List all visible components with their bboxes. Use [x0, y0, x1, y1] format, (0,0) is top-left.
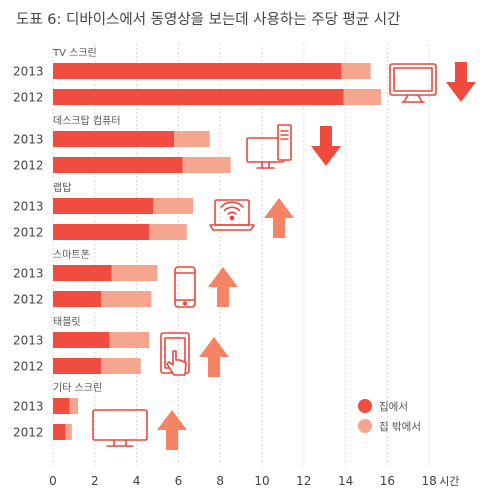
bar-away [101, 291, 152, 307]
year-label: 2012 [13, 293, 44, 307]
year-label: 2013 [13, 200, 44, 214]
bar-away [149, 224, 187, 240]
bar-away [343, 89, 382, 105]
bar-home [53, 198, 154, 214]
year-label: 2013 [13, 133, 44, 147]
year-label: 2012 [13, 159, 44, 173]
category-label: 기타 스크린 [53, 382, 102, 394]
legend-marker-home [358, 399, 372, 413]
category-label: 데스크탑 컴퓨터 [53, 115, 121, 127]
bar-home [53, 131, 175, 147]
x-axis-unit-label: 시간 [439, 475, 459, 488]
legend-label-away: 집 밖에서 [379, 421, 421, 433]
x-tick-label: 10 [254, 474, 269, 488]
year-label: 2013 [13, 400, 44, 414]
monitor-icon [92, 409, 148, 447]
arrow-down-icon [311, 126, 341, 166]
arrow-up-icon [157, 410, 187, 450]
arrow-down-icon [446, 62, 476, 102]
category-label: 랩탑 [53, 182, 71, 194]
year-label: 2013 [13, 267, 44, 281]
bar-home [53, 89, 344, 105]
x-tick-label: 2 [91, 474, 99, 488]
bar-home [53, 265, 112, 281]
bar-home [53, 398, 70, 414]
legend-marker-away [358, 419, 372, 433]
bar-home [53, 63, 342, 79]
bar-home [53, 424, 66, 440]
laptop-icon [209, 199, 255, 231]
bar-away [174, 131, 210, 147]
bar-away [111, 265, 158, 281]
year-label: 2012 [13, 91, 44, 105]
year-label: 2013 [13, 334, 44, 348]
year-label: 2012 [13, 426, 44, 440]
x-tick-label: 12 [296, 474, 311, 488]
category-label: 스마트폰 [53, 249, 90, 261]
bar-away [341, 63, 371, 79]
tv-icon [389, 63, 437, 103]
x-tick-label: 14 [338, 474, 353, 488]
bar-home [53, 224, 150, 240]
bar-home [53, 358, 102, 374]
year-label: 2013 [13, 65, 44, 79]
bar-home [53, 332, 110, 348]
x-tick-label: 16 [380, 474, 395, 488]
bar-home [53, 157, 183, 173]
category-label: TV 스크린 [52, 47, 97, 59]
year-label: 2012 [13, 360, 44, 374]
bar-away [153, 198, 194, 214]
chart-title: 도표 6: 디바이스에서 동영상을 보는데 사용하는 주당 평균 시간 [16, 12, 401, 28]
bar-away [65, 424, 72, 440]
bar-away [109, 332, 150, 348]
x-tick-label: 18 [422, 474, 437, 488]
bar-away [101, 358, 141, 374]
desktop-computer-icon [246, 124, 292, 169]
x-tick-label: 6 [175, 474, 183, 488]
bar-away [69, 398, 79, 414]
smartphone-icon [174, 266, 196, 308]
arrow-up-icon [199, 337, 229, 377]
category-label: 태블릿 [53, 316, 81, 328]
year-label: 2012 [13, 226, 44, 240]
legend-label-home: 집에서 [379, 401, 408, 413]
arrow-up-icon [208, 267, 238, 307]
x-tick-label: 8 [216, 474, 224, 488]
tablet-icon [160, 332, 190, 376]
bar-away [182, 157, 231, 173]
x-tick-label: 4 [133, 474, 141, 488]
bar-home [53, 291, 102, 307]
arrow-up-icon [264, 198, 294, 238]
x-tick-label: 0 [49, 474, 57, 488]
